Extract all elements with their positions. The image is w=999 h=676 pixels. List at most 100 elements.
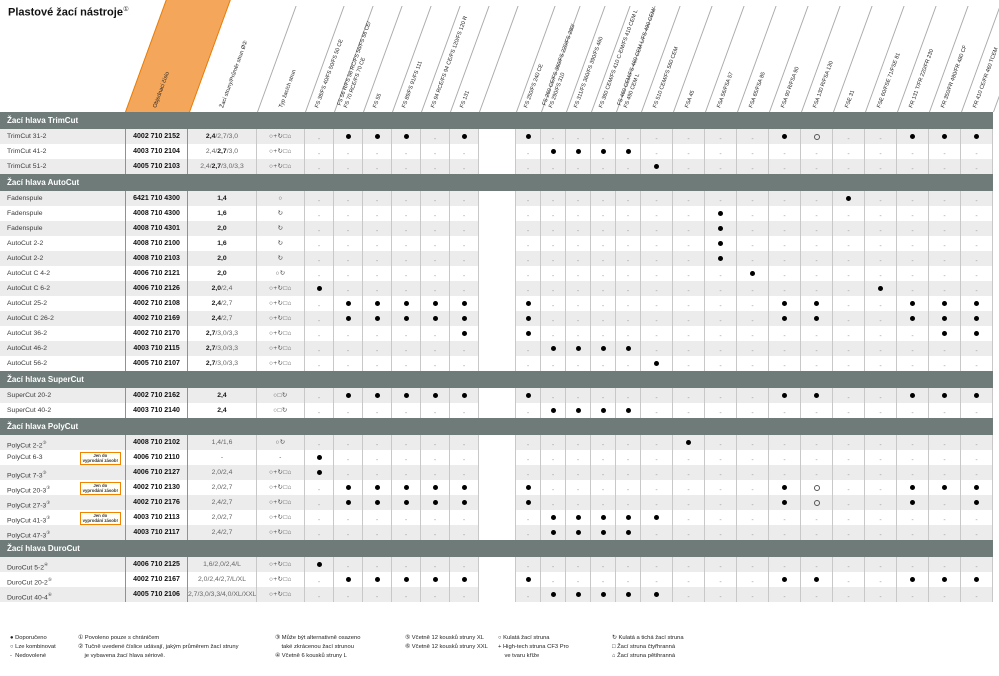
line-types-cell: ○+↻□⌂ <box>257 495 305 510</box>
diameters-cell: 2,7/3,0/3,3 <box>188 341 257 356</box>
compat-cell: - <box>961 435 993 450</box>
not-allowed-dash: - <box>943 273 946 280</box>
compat-cell: - <box>833 435 865 450</box>
recommended-dot <box>942 577 947 582</box>
compat-cell: - <box>566 388 591 403</box>
recommended-dot <box>345 577 351 582</box>
spacer-cell <box>479 159 516 174</box>
diameters-cell: 1,4 <box>188 191 257 206</box>
compat-cell: - <box>421 221 450 236</box>
compat-cell <box>616 525 641 540</box>
compat-cell <box>363 311 392 326</box>
not-allowed-dash: - <box>346 532 350 539</box>
compat-cell <box>801 480 833 495</box>
compat-cell: - <box>566 296 591 311</box>
recommended-dot <box>550 408 556 413</box>
not-allowed-dash: - <box>601 303 605 310</box>
compat-cell: - <box>673 326 705 341</box>
not-allowed-dash: - <box>526 213 530 220</box>
not-allowed-dash: - <box>576 136 580 143</box>
recommended-dot <box>600 149 606 154</box>
recommended-dot <box>750 271 755 276</box>
compat-cell: - <box>516 435 541 450</box>
compat-cell: - <box>833 221 865 236</box>
compat-cell: - <box>897 403 929 418</box>
compat-cell: - <box>897 206 929 221</box>
compat-cell <box>961 388 993 403</box>
compat-cell: - <box>673 144 705 159</box>
not-allowed-dash: - <box>551 472 555 479</box>
not-allowed-dash: - <box>943 594 946 601</box>
not-allowed-dash: - <box>783 517 786 524</box>
compat-cell: - <box>673 159 705 174</box>
compat-cell: - <box>897 587 929 602</box>
spacer-cell <box>479 572 516 587</box>
compat-cell <box>334 388 363 403</box>
compat-cell <box>450 388 479 403</box>
compat-cell <box>897 129 929 144</box>
compat-cell: - <box>833 525 865 540</box>
not-allowed-dash: - <box>943 502 946 509</box>
compat-cell: - <box>673 281 705 296</box>
not-allowed-dash: - <box>576 273 580 280</box>
order-number-cell: 4002 710 2152 <box>125 129 188 144</box>
product-name: PolyCut 20-3 <box>7 487 47 495</box>
compat-cell: - <box>865 206 897 221</box>
compat-cell <box>616 144 641 159</box>
not-allowed-dash: - <box>847 517 850 524</box>
recommended-dot <box>403 134 409 139</box>
not-allowed-dash: - <box>719 288 722 295</box>
not-allowed-dash: - <box>687 363 690 370</box>
compat-cell: - <box>833 326 865 341</box>
product-name: PolyCut 7-3 <box>7 472 43 480</box>
compat-cell: - <box>705 311 737 326</box>
not-allowed-dash: - <box>317 303 321 310</box>
not-allowed-dash: - <box>346 198 350 205</box>
compat-cell: - <box>334 403 363 418</box>
not-allowed-dash: - <box>911 151 914 158</box>
compat-cell: - <box>616 326 641 341</box>
compat-cell: - <box>737 206 769 221</box>
not-allowed-dash: - <box>375 348 379 355</box>
product-name-cell: DuroCut 20-2⑤ <box>0 572 125 587</box>
not-allowed-dash: - <box>815 532 818 539</box>
product-row: SuperCut 20-2 4002 710 2162 2,4 ○□↻ - - - - - - - -… <box>0 388 993 403</box>
not-allowed-dash: - <box>576 213 580 220</box>
product-row: PolyCut 41-3③ Jen do vyprodání zásob! 4003… <box>0 510 993 525</box>
compat-cell: - <box>392 236 421 251</box>
compat-cell: - <box>616 206 641 221</box>
product-name-cell: PolyCut 20-3③ Jen do vyprodání zásob! <box>0 480 125 495</box>
order-number-cell: 4003 710 2140 <box>125 403 188 418</box>
not-allowed-dash: - <box>911 273 914 280</box>
compat-cell: - <box>334 557 363 572</box>
compat-cell <box>897 311 929 326</box>
recommended-dot <box>525 577 531 582</box>
order-number-cell: 4003 710 2115 <box>125 341 188 356</box>
recommended-dot <box>525 301 531 306</box>
order-number-cell: 6421 710 4300 <box>125 191 188 206</box>
not-allowed-dash: - <box>601 228 605 235</box>
compat-cell <box>363 480 392 495</box>
not-allowed-dash: - <box>911 166 914 173</box>
compat-cell <box>929 572 961 587</box>
footnote-mark: ⑤ <box>47 577 52 582</box>
compat-cell: - <box>450 251 479 266</box>
not-allowed-dash: - <box>526 273 530 280</box>
not-allowed-dash: - <box>346 472 350 479</box>
compat-cell <box>591 341 616 356</box>
compat-cell: - <box>897 465 929 480</box>
compat-cell: - <box>769 191 801 206</box>
recommended-dot <box>974 577 979 582</box>
order-number-cell: 4002 710 2108 <box>125 296 188 311</box>
not-allowed-dash: - <box>911 288 914 295</box>
compat-cell <box>392 296 421 311</box>
compat-cell: - <box>641 206 673 221</box>
compat-cell: - <box>833 296 865 311</box>
not-allowed-dash: - <box>751 318 754 325</box>
not-allowed-dash: - <box>751 228 754 235</box>
compat-cell: - <box>641 129 673 144</box>
not-allowed-dash: - <box>346 258 350 265</box>
product-name-cell: PolyCut 7-3③ <box>0 465 125 480</box>
compat-cell: - <box>305 587 334 602</box>
not-allowed-dash: - <box>317 258 321 265</box>
